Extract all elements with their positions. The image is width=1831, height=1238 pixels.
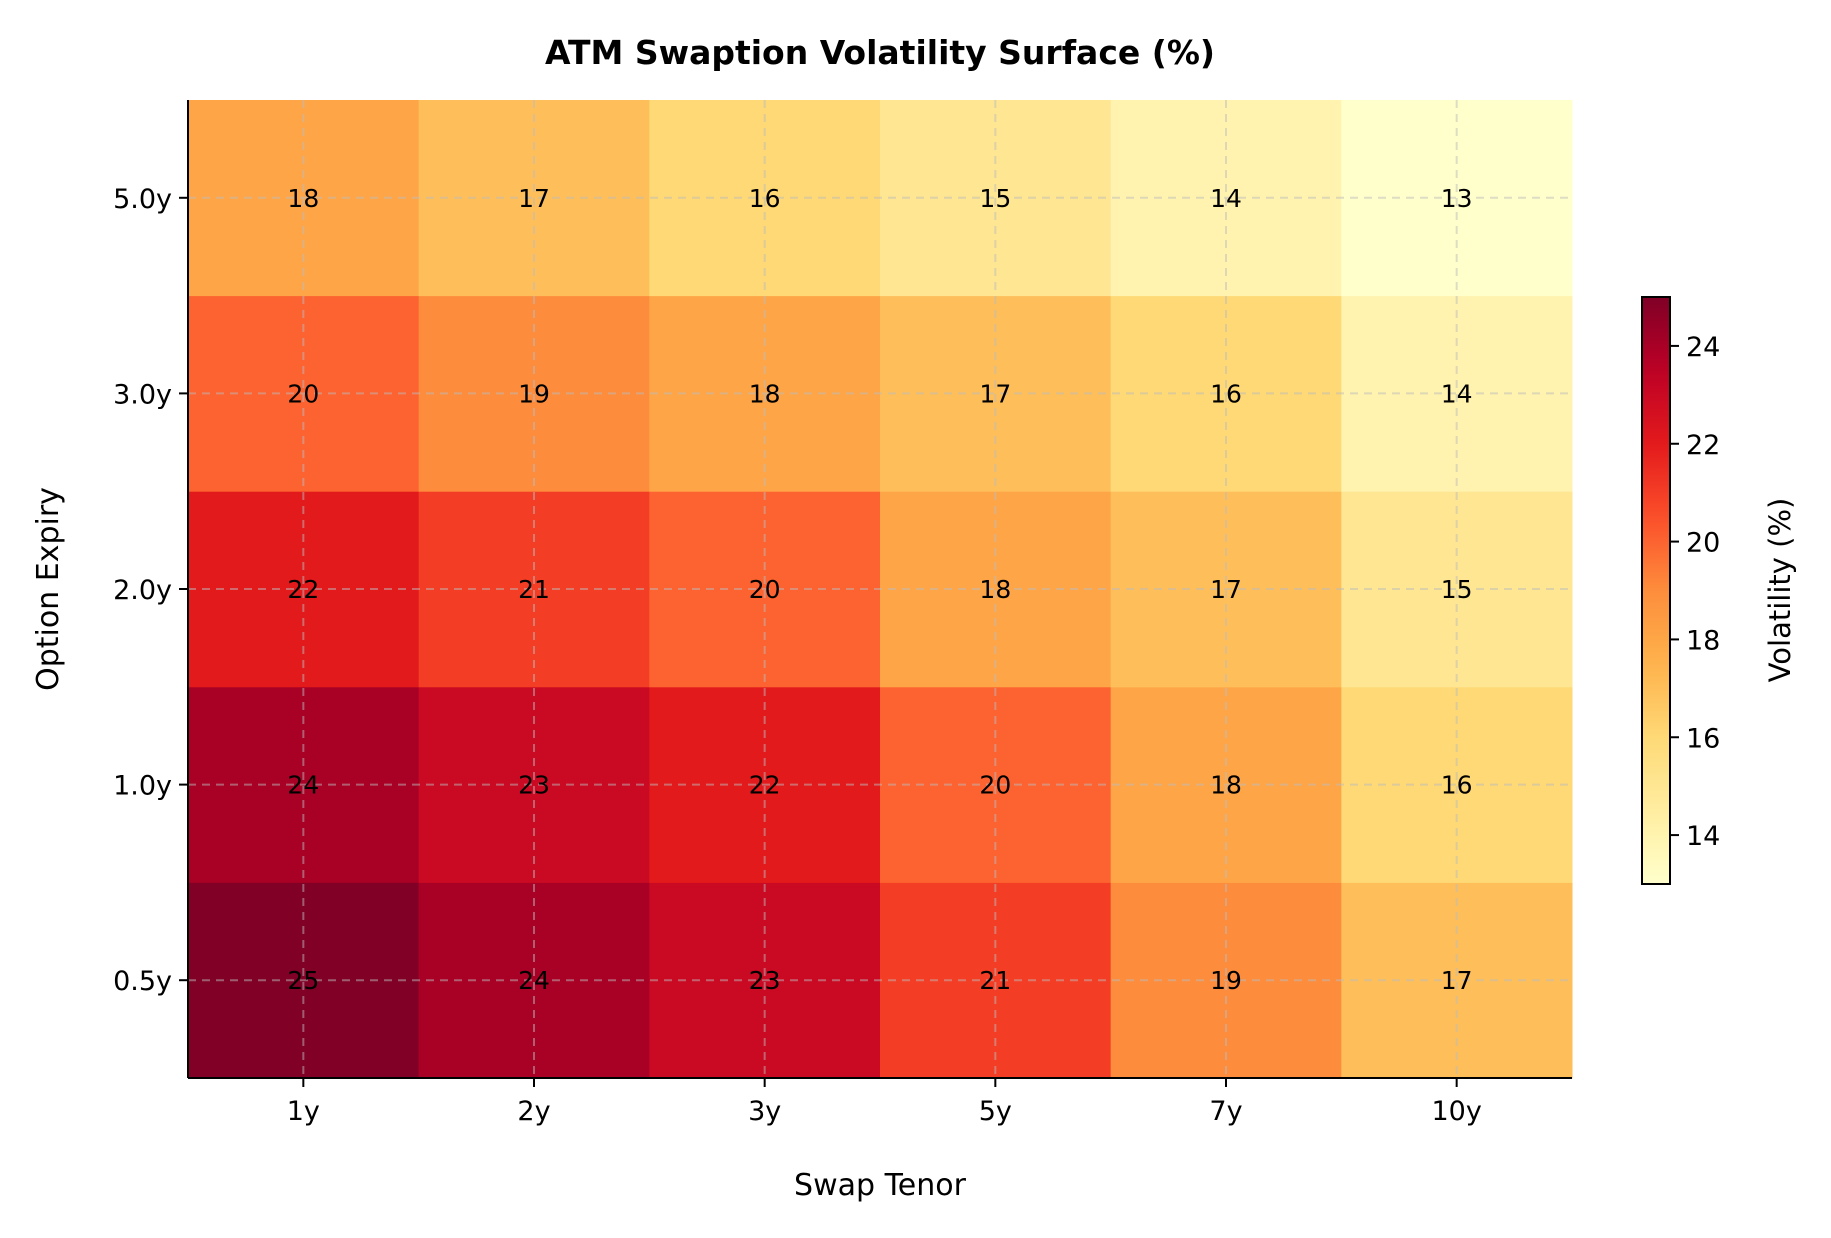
axes: 1y 2y 3y 5y 7y 10y 0.5y 1.0y 2.0y 3.0y 5.0y xyxy=(113,100,1572,1127)
cell-value-label: 14 xyxy=(1441,379,1473,408)
cell-value-label: 24 xyxy=(287,771,319,800)
colorbar-tick-label: 20 xyxy=(1686,528,1720,559)
cell-value-label: 17 xyxy=(518,184,550,213)
cell-value-label: 23 xyxy=(518,771,550,800)
y-tick-label: 2.0y xyxy=(113,575,172,606)
x-axis-label: Swap Tenor xyxy=(794,1168,967,1203)
cell-value-label: 13 xyxy=(1441,184,1473,213)
cell-value-label: 21 xyxy=(979,966,1011,995)
x-tick-label: 3y xyxy=(748,1096,781,1127)
y-tick-label: 0.5y xyxy=(113,966,172,997)
x-tick-label: 10y xyxy=(1431,1096,1481,1127)
x-tick-label: 2y xyxy=(517,1096,550,1127)
cell-value-label: 22 xyxy=(749,771,781,800)
cell-value-label: 18 xyxy=(749,379,781,408)
cell-value-label: 20 xyxy=(287,379,319,408)
chart-title: ATM Swaption Volatility Surface (%) xyxy=(545,33,1215,72)
cell-value-label: 23 xyxy=(749,966,781,995)
x-tick-label: 7y xyxy=(1209,1096,1242,1127)
cell-value-label: 24 xyxy=(518,966,550,995)
colorbar: 14 16 18 20 22 24 xyxy=(1641,296,1720,885)
colorbar-tick-label: 14 xyxy=(1686,821,1720,852)
cell-value-label: 15 xyxy=(1441,575,1473,604)
cell-value-label: 18 xyxy=(287,184,319,213)
cell-value-label: 21 xyxy=(518,575,550,604)
cell-value-label: 14 xyxy=(1210,184,1242,213)
colorbar-tick-label: 22 xyxy=(1686,430,1720,461)
colorbar-tick-label: 24 xyxy=(1686,332,1720,363)
colorbar-tick-label: 16 xyxy=(1686,723,1720,754)
gridlines xyxy=(188,100,1572,1078)
colorbar-tick-label: 18 xyxy=(1686,625,1720,656)
y-tick-label: 3.0y xyxy=(113,379,172,410)
y-tick-label: 1.0y xyxy=(113,771,172,802)
cell-value-label: 19 xyxy=(518,379,550,408)
cell-value-label: 16 xyxy=(1210,379,1242,408)
cell-value-label: 16 xyxy=(1441,771,1473,800)
cell-value-label: 17 xyxy=(979,379,1011,408)
cell-value-label: 20 xyxy=(749,575,781,604)
x-tick-label: 5y xyxy=(979,1096,1012,1127)
cell-value-label: 15 xyxy=(979,184,1011,213)
y-axis-label: Option Expiry xyxy=(31,487,66,691)
cell-value-label: 18 xyxy=(979,575,1011,604)
cell-value-label: 22 xyxy=(287,575,319,604)
colorbar-label: Volatility (%) xyxy=(1763,498,1797,683)
cell-value-label: 17 xyxy=(1210,575,1242,604)
cell-value-label: 19 xyxy=(1210,966,1242,995)
y-tick-label: 5.0y xyxy=(113,184,172,215)
x-tick-label: 1y xyxy=(287,1096,320,1127)
colorbar-gradient xyxy=(1641,296,1671,885)
cell-value-label: 17 xyxy=(1441,966,1473,995)
cell-value-label: 20 xyxy=(979,771,1011,800)
cell-value-label: 25 xyxy=(287,966,319,995)
cell-value-label: 18 xyxy=(1210,771,1242,800)
cell-labels: 25 24 23 21 19 17 24 23 22 20 18 16 22 21 20 18 17 15 20 19… xyxy=(287,184,1472,995)
cell-value-label: 16 xyxy=(749,184,781,213)
